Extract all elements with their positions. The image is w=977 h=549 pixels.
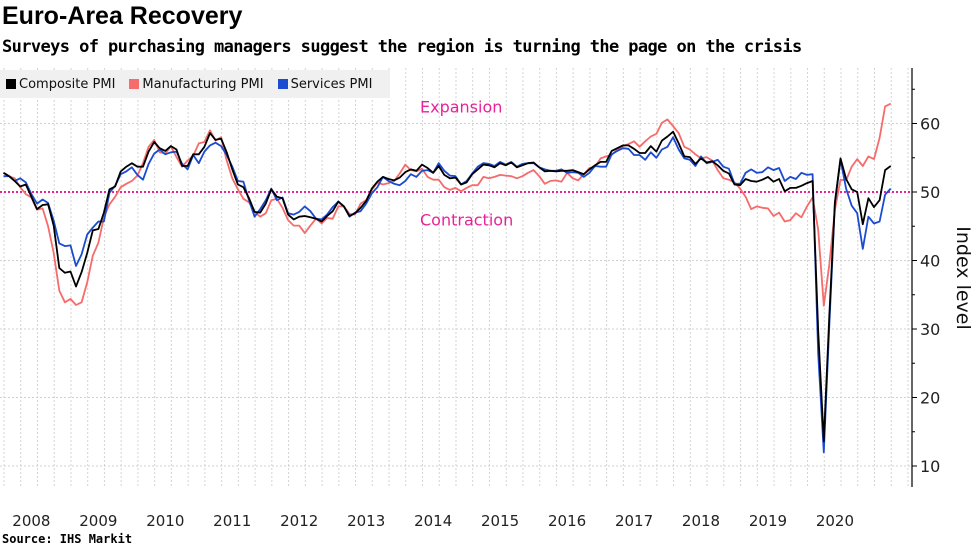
legend-label-services: Services PMI xyxy=(290,76,373,92)
expansion-label: Expansion xyxy=(420,97,502,116)
x-tick-label: 2016 xyxy=(548,512,586,530)
services-pmi-line xyxy=(3,136,892,454)
x-tick-label: 2017 xyxy=(615,512,653,530)
y-axis-title: Index level xyxy=(952,226,974,330)
x-tick-label: 2008 xyxy=(12,512,50,530)
x-tick-label: 2009 xyxy=(79,512,117,530)
chart-title: Euro-Area Recovery xyxy=(2,2,243,30)
legend-swatch-services xyxy=(277,79,288,89)
composite-pmi-line xyxy=(3,130,892,443)
x-tick-label: 2012 xyxy=(280,512,318,530)
legend-item-manufacturing: Manufacturing PMI xyxy=(129,76,264,92)
contraction-label: Contraction xyxy=(420,210,513,229)
y-tick-label: 10 xyxy=(920,457,940,476)
legend: Composite PMI Manufacturing PMI Services… xyxy=(0,70,390,98)
legend-item-services: Services PMI xyxy=(277,76,373,92)
chart-subtitle: Surveys of purchasing managers suggest t… xyxy=(2,37,802,57)
manufacturing-pmi-line xyxy=(3,102,892,307)
x-tick-label: 2011 xyxy=(213,512,251,530)
x-tick-label: 2010 xyxy=(146,512,184,530)
x-tick-label: 2020 xyxy=(816,512,854,530)
legend-swatch-composite xyxy=(6,79,16,89)
legend-label-manufacturing: Manufacturing PMI xyxy=(142,76,264,92)
x-tick-label: 2013 xyxy=(347,512,385,530)
x-tick-label: 2019 xyxy=(749,512,787,530)
legend-label-composite: Composite PMI xyxy=(19,76,116,92)
legend-swatch-manufacturing xyxy=(129,79,140,89)
x-tick-label: 2018 xyxy=(682,512,720,530)
y-tick-label: 50 xyxy=(920,183,940,202)
x-tick-label: 2015 xyxy=(481,512,519,530)
y-tick-label: 40 xyxy=(920,252,940,271)
x-tick-label: 2014 xyxy=(414,512,452,530)
y-tick-label: 30 xyxy=(920,320,940,339)
legend-item-composite: Composite PMI xyxy=(6,77,115,92)
y-tick-label: 20 xyxy=(920,389,940,408)
source-note: Source: IHS Markit xyxy=(2,532,133,546)
y-tick-label: 60 xyxy=(920,115,940,134)
